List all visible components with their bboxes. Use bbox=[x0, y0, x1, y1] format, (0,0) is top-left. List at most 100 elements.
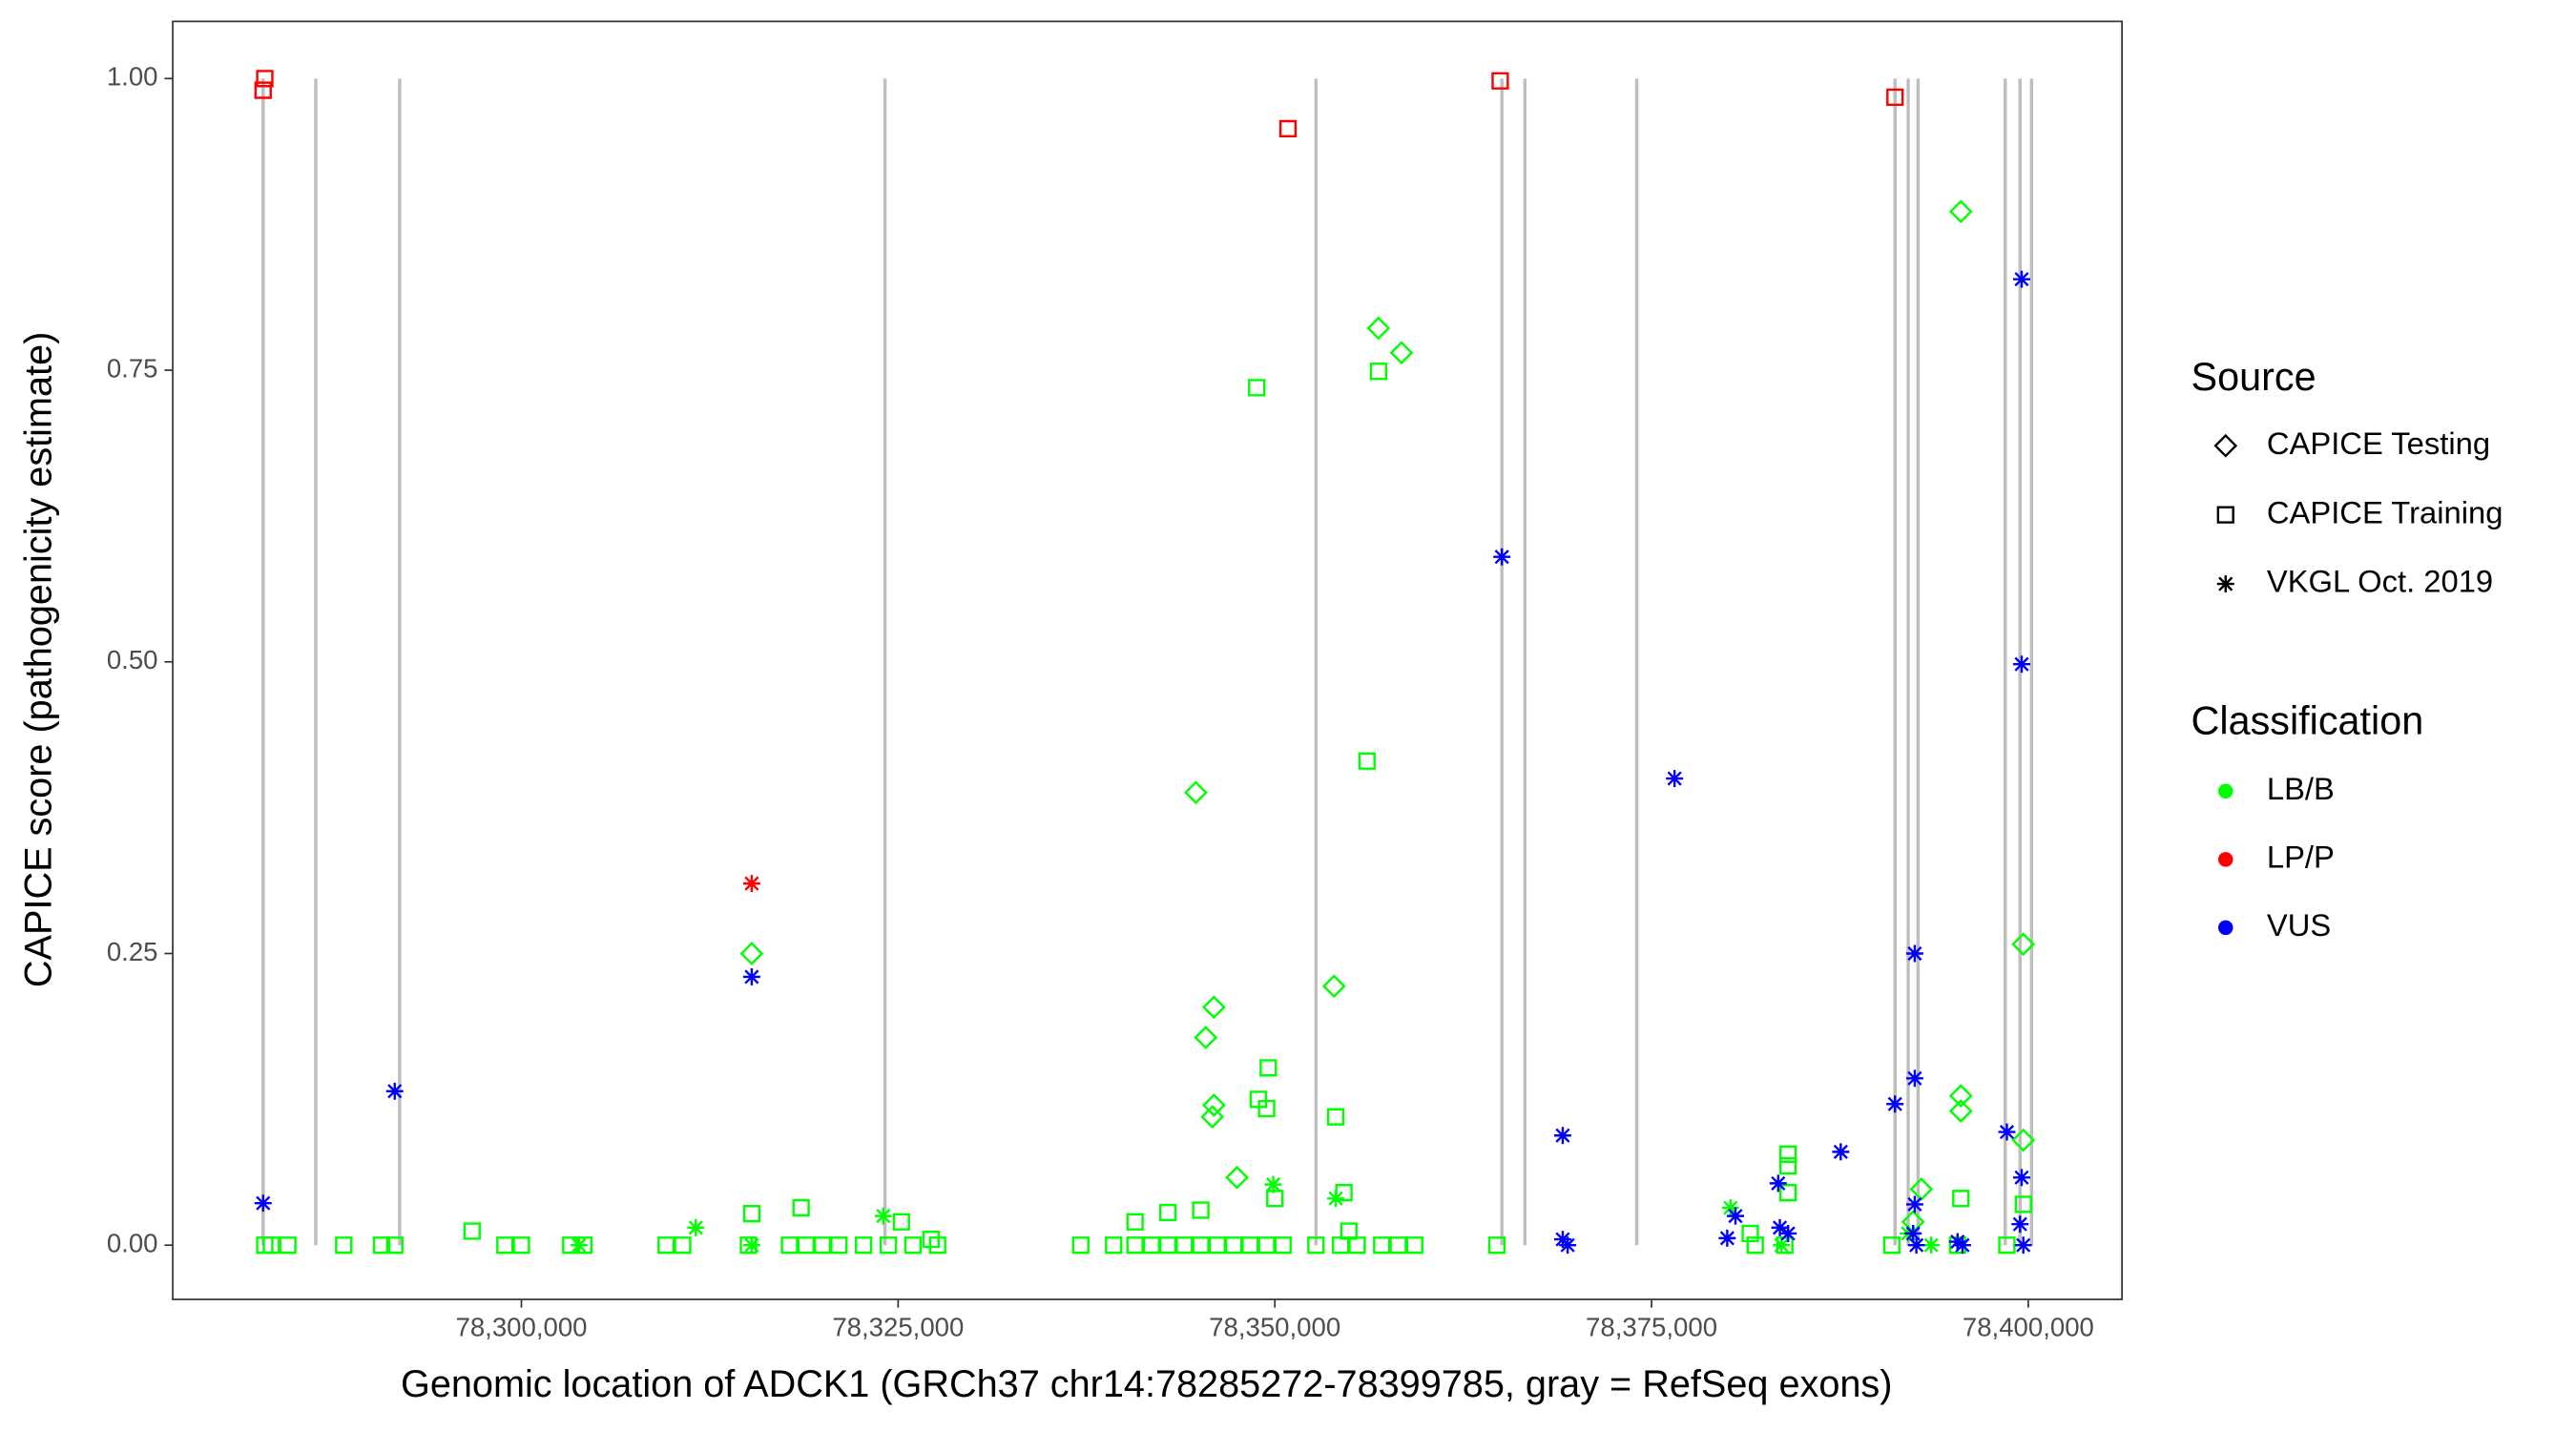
data-point bbox=[1257, 1236, 1276, 1255]
data-point bbox=[742, 1205, 761, 1223]
data-point bbox=[687, 1218, 705, 1236]
data-point bbox=[1192, 1201, 1210, 1219]
data-point bbox=[1389, 341, 1414, 365]
data-point bbox=[742, 1236, 760, 1255]
data-point bbox=[1998, 1123, 2016, 1141]
data-point bbox=[1948, 1084, 1973, 1109]
data-point bbox=[1105, 1236, 1123, 1255]
data-point bbox=[879, 1236, 898, 1255]
x-tick-label: 78,400,000 bbox=[1963, 1312, 2094, 1341]
x-axis-title: Genomic location of ADCK1 (GRCh37 chr14:… bbox=[401, 1363, 1892, 1405]
data-point bbox=[2014, 1195, 2032, 1213]
data-point bbox=[1922, 1236, 1941, 1255]
legend-swatch bbox=[2218, 920, 2233, 936]
data-point bbox=[1241, 1236, 1259, 1255]
y-tick-label: 1.00 bbox=[107, 62, 158, 92]
data-point bbox=[1907, 1236, 1925, 1255]
data-point bbox=[1886, 1095, 1904, 1113]
data-point bbox=[1905, 1195, 1923, 1213]
y-tick-label: 0.00 bbox=[107, 1228, 158, 1257]
data-point bbox=[1366, 316, 1391, 341]
data-point bbox=[1158, 1236, 1177, 1255]
data-point bbox=[1948, 199, 1973, 224]
data-point bbox=[463, 1222, 481, 1240]
legend: Source Classification CAPICE Testing CAPI… bbox=[2192, 355, 2503, 943]
data-point bbox=[1321, 974, 1346, 999]
data-point bbox=[1278, 119, 1298, 138]
data-point bbox=[1779, 1184, 1797, 1202]
y-tick-label: 0.75 bbox=[107, 353, 158, 383]
data-point bbox=[739, 942, 764, 965]
data-point bbox=[1952, 1190, 1970, 1208]
data-point bbox=[2013, 1169, 2030, 1187]
data-point bbox=[830, 1236, 848, 1255]
data-point bbox=[1771, 1218, 1789, 1236]
legend-symbol bbox=[2216, 575, 2234, 593]
data-point bbox=[1904, 1225, 1922, 1242]
legend-label: CAPICE Testing bbox=[2267, 425, 2490, 461]
x-tick-label: 78,375,000 bbox=[1586, 1312, 1717, 1341]
data-point bbox=[1886, 88, 1904, 107]
data-point bbox=[1307, 1236, 1325, 1255]
data-point bbox=[1721, 1199, 1739, 1217]
legend-label: LB/B bbox=[2267, 771, 2335, 806]
data-point bbox=[2011, 1215, 2029, 1234]
data-point bbox=[922, 1230, 940, 1249]
data-point bbox=[1773, 1236, 1791, 1255]
data-point bbox=[2011, 1128, 2036, 1152]
legend-title: Source bbox=[2192, 355, 2316, 399]
y-tick-label: 0.25 bbox=[107, 937, 158, 966]
data-point bbox=[254, 81, 272, 99]
data-point bbox=[1200, 1105, 1225, 1130]
x-tick-label: 78,325,000 bbox=[832, 1312, 964, 1341]
data-point bbox=[1071, 1236, 1090, 1255]
data-point bbox=[1257, 1099, 1276, 1118]
data-point bbox=[855, 1236, 873, 1255]
data-point bbox=[1358, 752, 1376, 770]
data-point bbox=[1249, 1090, 1268, 1109]
data-point bbox=[385, 1236, 404, 1255]
data-point bbox=[2013, 655, 2030, 674]
data-point bbox=[1389, 1236, 1407, 1255]
data-point bbox=[780, 1236, 799, 1255]
data-point bbox=[262, 1236, 280, 1255]
data-point bbox=[2011, 932, 2036, 957]
data-point bbox=[1264, 1175, 1282, 1193]
data-point bbox=[1274, 1236, 1292, 1255]
data-point bbox=[892, 1213, 910, 1231]
data-point bbox=[1493, 548, 1511, 566]
data-point bbox=[1779, 1225, 1797, 1242]
legend-swatch bbox=[2218, 783, 2233, 799]
plot-panel bbox=[172, 20, 2123, 1300]
data-point bbox=[1369, 363, 1387, 381]
data-point bbox=[1158, 1203, 1177, 1222]
data-point bbox=[496, 1236, 514, 1255]
data-point bbox=[1224, 1236, 1243, 1255]
data-point bbox=[1332, 1236, 1350, 1255]
data-point bbox=[2014, 1236, 2032, 1255]
data-point bbox=[1769, 1174, 1787, 1192]
point-layer bbox=[254, 70, 2036, 1255]
data-point bbox=[1559, 1236, 1577, 1255]
data-point bbox=[1948, 1099, 1973, 1123]
data-point bbox=[742, 875, 760, 893]
data-point bbox=[1832, 1143, 1850, 1161]
data-point bbox=[1905, 944, 1923, 963]
legend-symbol bbox=[2216, 506, 2234, 524]
data-point bbox=[1491, 72, 1509, 90]
data-point bbox=[1882, 1236, 1901, 1255]
data-point bbox=[1953, 1236, 1971, 1255]
data-point bbox=[1259, 1059, 1278, 1077]
data-point bbox=[797, 1236, 815, 1255]
y-axis-title: CAPICE score (pathogenicity estimate) bbox=[18, 332, 60, 987]
data-point bbox=[1194, 1026, 1218, 1049]
data-point bbox=[904, 1236, 923, 1255]
data-point bbox=[254, 1194, 272, 1213]
data-point bbox=[1373, 1236, 1391, 1255]
data-point bbox=[1746, 1236, 1764, 1255]
x-tick-label: 78,350,000 bbox=[1209, 1312, 1340, 1341]
data-point bbox=[1192, 1236, 1210, 1255]
legend-label: LP/P bbox=[2267, 840, 2335, 875]
data-point bbox=[1327, 1190, 1344, 1208]
data-point bbox=[256, 70, 274, 88]
